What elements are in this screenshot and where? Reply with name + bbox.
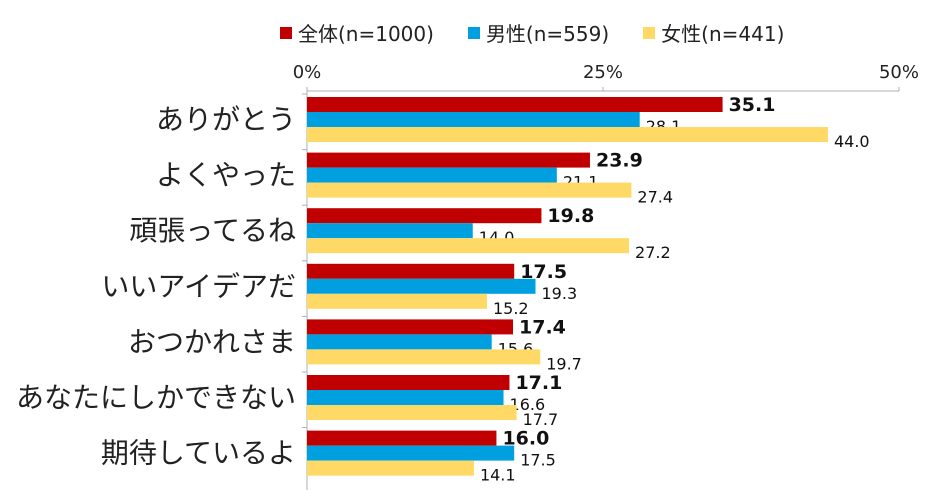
category-label: ありがとう <box>156 103 296 136</box>
legend-label-female: 女性(n=441) <box>661 22 785 46</box>
legend-item-female: 女性(n=441) <box>643 18 784 47</box>
bar-1 <box>307 112 640 127</box>
category-label: 期待しているよ <box>101 437 296 470</box>
bar-2 <box>307 405 517 420</box>
legend: 全体(n=1000) 男性(n=559) 女性(n=441) <box>280 18 784 47</box>
bar-0 <box>307 208 542 224</box>
category-label: よくやった <box>156 159 296 192</box>
bar-0 <box>307 430 497 446</box>
data-label-2: 17.7 <box>523 410 559 429</box>
data-label-2: 14.1 <box>480 466 516 485</box>
data-label-2: 15.2 <box>493 299 529 318</box>
data-label-2: 44.0 <box>834 132 870 151</box>
x-tick-label: 25% <box>583 62 623 83</box>
data-label-2: 27.2 <box>635 243 671 262</box>
x-tick-label: 50% <box>879 62 919 83</box>
data-label-1: 19.3 <box>542 284 578 303</box>
data-label-0: 17.4 <box>519 316 566 338</box>
bar-2 <box>307 238 630 254</box>
bar-2 <box>307 182 632 198</box>
bar-1 <box>307 278 536 294</box>
bar-0 <box>307 375 510 390</box>
legend-item-total: 全体(n=1000) <box>280 18 434 47</box>
bar-1 <box>307 445 515 461</box>
data-label-0: 17.5 <box>520 261 567 283</box>
data-label-2: 27.4 <box>637 188 673 207</box>
bar-1 <box>307 390 504 405</box>
bar-0 <box>307 319 514 335</box>
bar-2 <box>307 127 828 142</box>
data-label-0: 35.1 <box>729 94 776 116</box>
legend-label-total: 全体(n=1000) <box>298 22 434 46</box>
category-label: あなたにしかできない <box>16 381 296 414</box>
bar-2 <box>307 349 541 365</box>
bar-1 <box>307 334 492 350</box>
data-label-1: 17.5 <box>520 451 556 470</box>
data-label-1: 16.6 <box>510 395 546 414</box>
legend-item-male: 男性(n=559) <box>467 18 610 47</box>
data-label-0: 17.1 <box>515 372 562 394</box>
data-label-2: 19.7 <box>546 354 582 373</box>
legend-swatch-female <box>643 26 656 39</box>
bar-1 <box>307 167 557 183</box>
category-label: いいアイデアだ <box>101 270 296 303</box>
legend-label-male: 男性(n=559) <box>485 22 610 46</box>
bar-2 <box>307 460 474 476</box>
category-label: 頑張ってるね <box>129 214 296 247</box>
x-tick-label: 0% <box>293 62 322 83</box>
data-label-0: 19.8 <box>547 205 594 227</box>
legend-swatch-male <box>467 26 480 39</box>
data-label-0: 16.0 <box>502 428 549 450</box>
data-label-0: 23.9 <box>596 150 643 172</box>
bar-0 <box>307 97 723 112</box>
bar-0 <box>307 263 515 279</box>
bar-2 <box>307 293 487 309</box>
bar-1 <box>307 223 473 239</box>
legend-swatch-total <box>280 26 292 39</box>
bar-0 <box>307 152 590 168</box>
category-label: おつかれさま <box>128 325 296 358</box>
